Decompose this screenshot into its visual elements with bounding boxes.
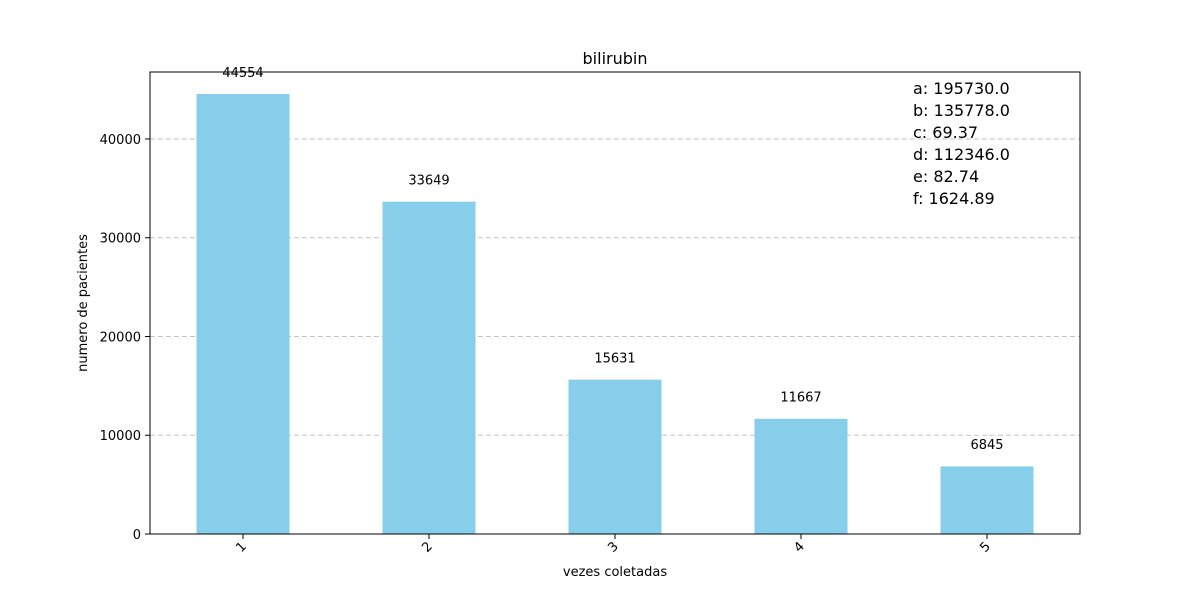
x-axis-label: vezes coletadas	[563, 565, 667, 580]
stats-line-a: a: 195730.0	[913, 79, 1010, 98]
bar-value-labels: 44554 33649 15631 11667 6845	[222, 66, 1003, 453]
y-axis-ticks: 0 10000 20000 30000 40000	[100, 133, 150, 543]
bar	[568, 379, 662, 534]
bar-value-label: 33649	[408, 173, 449, 188]
y-tick-label: 40000	[100, 133, 141, 148]
bar-value-label: 11667	[780, 391, 821, 406]
bar-value-label: 44554	[222, 66, 263, 81]
x-tick-label: 5	[977, 539, 993, 555]
stats-line-b: b: 135778.0	[913, 101, 1010, 120]
stats-line-d: d: 112346.0	[913, 145, 1010, 164]
y-tick-label: 10000	[100, 429, 141, 444]
bar	[940, 466, 1034, 534]
bar	[382, 201, 476, 534]
stats-line-e: e: 82.74	[913, 167, 979, 186]
stats-line-f: f: 1624.89	[913, 189, 995, 208]
stats-box: a: 195730.0 b: 135778.0 c: 69.37 d: 1123…	[913, 79, 1010, 208]
y-axis-label: numero de pacientes	[76, 234, 91, 372]
stats-line-c: c: 69.37	[913, 123, 978, 142]
x-tick-label: 2	[419, 539, 435, 555]
x-axis-ticks: 1 2 3 4 5	[233, 534, 994, 556]
y-tick-label: 0	[133, 528, 141, 543]
y-tick-label: 20000	[100, 330, 141, 345]
bar	[754, 418, 848, 534]
bars	[196, 94, 1034, 535]
bar-value-label: 6845	[970, 438, 1003, 453]
x-tick-label: 1	[233, 539, 249, 555]
chart-title: bilirubin	[583, 49, 648, 68]
bar-value-label: 15631	[594, 351, 635, 366]
bar	[196, 94, 290, 535]
y-tick-label: 30000	[100, 232, 141, 247]
x-tick-label: 4	[791, 539, 807, 555]
x-tick-label: 3	[605, 539, 621, 555]
